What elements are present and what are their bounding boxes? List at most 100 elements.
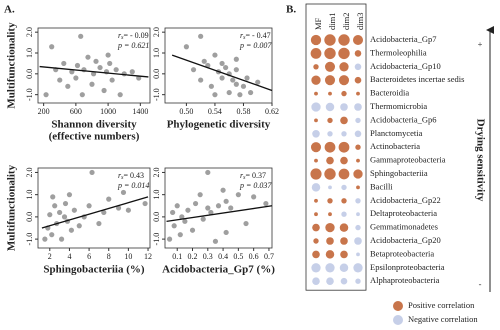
y-tick-label: -1.0 — [152, 88, 161, 101]
point — [182, 218, 188, 224]
x-tick-label: 0.2 — [188, 252, 198, 261]
dot — [340, 103, 348, 111]
point — [233, 67, 239, 73]
point — [244, 75, 250, 81]
point — [106, 196, 112, 202]
point — [223, 198, 229, 204]
point — [61, 214, 68, 220]
panel-label: A. — [4, 4, 15, 16]
dot — [312, 129, 320, 138]
dot — [326, 237, 334, 245]
annotation-sub: s — [121, 35, 124, 41]
point — [125, 207, 131, 213]
dot — [356, 252, 360, 257]
point — [109, 77, 115, 83]
y-tick-label: 2.0 — [25, 167, 34, 177]
dot — [324, 47, 336, 60]
x-tick-label: 2 — [48, 252, 52, 261]
legend-swatch — [393, 301, 403, 311]
dot — [355, 224, 361, 231]
dot — [340, 250, 348, 259]
annotation-r: r — [118, 171, 122, 180]
x-tick-label: 0.3 — [203, 252, 213, 261]
point — [248, 89, 254, 96]
dot — [326, 277, 334, 286]
point — [201, 58, 207, 64]
x-tick-label: 0.58 — [236, 107, 250, 116]
dot — [325, 102, 335, 112]
point — [42, 236, 48, 242]
panel-label: B. — [286, 4, 296, 16]
point — [96, 220, 102, 227]
y-tick-label: -1.0 — [152, 233, 161, 246]
x-tick-label: 0.5 — [233, 252, 243, 261]
row-label: Acidobacteria_Gp10 — [370, 61, 441, 71]
x-axis-label: Sphingobacteriia (%) — [43, 264, 144, 276]
dot — [314, 158, 318, 163]
x-tick-label: 4 — [67, 252, 71, 261]
y-tick-label: -1.0 — [25, 233, 34, 246]
point — [101, 87, 107, 94]
point — [89, 81, 95, 87]
point — [212, 92, 218, 98]
dot — [356, 212, 360, 217]
plot-frame — [37, 167, 151, 249]
point — [251, 194, 257, 200]
y-tick-label: 0.0 — [152, 212, 161, 222]
dot — [341, 184, 347, 191]
dot — [338, 75, 350, 86]
dot — [338, 34, 350, 46]
point — [171, 223, 177, 229]
row-label: Planctomycetia — [370, 128, 423, 138]
row-label: Acidobacteria_Gp6 — [370, 114, 437, 124]
annotation: rs= 0.37 — [240, 171, 266, 182]
point — [200, 216, 206, 222]
point — [170, 209, 176, 216]
point — [223, 64, 229, 71]
y-tick-label: 0.0 — [25, 69, 34, 79]
point — [65, 83, 71, 89]
dot — [354, 76, 362, 84]
row-label: Deltaproteobacteria — [370, 208, 437, 218]
point — [223, 229, 229, 236]
annotation-p: p = 0.007 — [239, 41, 272, 50]
y-tick-label: 1.0 — [152, 190, 161, 200]
row-label: Bacteroidia — [370, 88, 409, 98]
row-label: Alphaproteobacteria — [370, 275, 440, 285]
dot — [355, 278, 361, 284]
point — [113, 67, 119, 73]
annotation-value: = - 0.47 — [245, 31, 270, 40]
point — [89, 169, 95, 176]
dot — [314, 212, 318, 217]
dot — [313, 64, 319, 70]
point — [78, 33, 84, 39]
point — [115, 205, 122, 211]
point — [220, 187, 226, 193]
x-tick-label: 8 — [107, 252, 111, 261]
dot — [354, 63, 362, 71]
dot — [353, 263, 363, 273]
dot — [356, 185, 360, 190]
point — [219, 75, 225, 81]
x-tick-label: 0.50 — [179, 107, 193, 116]
point — [185, 207, 191, 213]
x-tick-label: 200 — [38, 107, 50, 116]
dot — [338, 141, 350, 153]
point — [219, 60, 225, 67]
x-axis-label: Phylogenetic diversity — [167, 119, 271, 131]
row-label: Epsilonproteobacteria — [370, 262, 445, 272]
row-label: Acidobacteria_Gp7 — [370, 34, 437, 44]
row-label: Actinobacteria — [370, 141, 420, 151]
y-tick-label: 2.0 — [152, 167, 161, 177]
dot — [325, 222, 335, 233]
x-tick-label: 0.4 — [218, 252, 228, 261]
dot — [314, 198, 318, 203]
annotation-sub: s — [243, 175, 246, 181]
point — [129, 69, 135, 75]
dot — [313, 238, 319, 244]
x-tick-label: 10 — [124, 252, 132, 261]
point — [240, 83, 247, 89]
trend-line — [166, 205, 273, 222]
point — [68, 227, 75, 233]
annotation-r: r — [118, 31, 122, 40]
